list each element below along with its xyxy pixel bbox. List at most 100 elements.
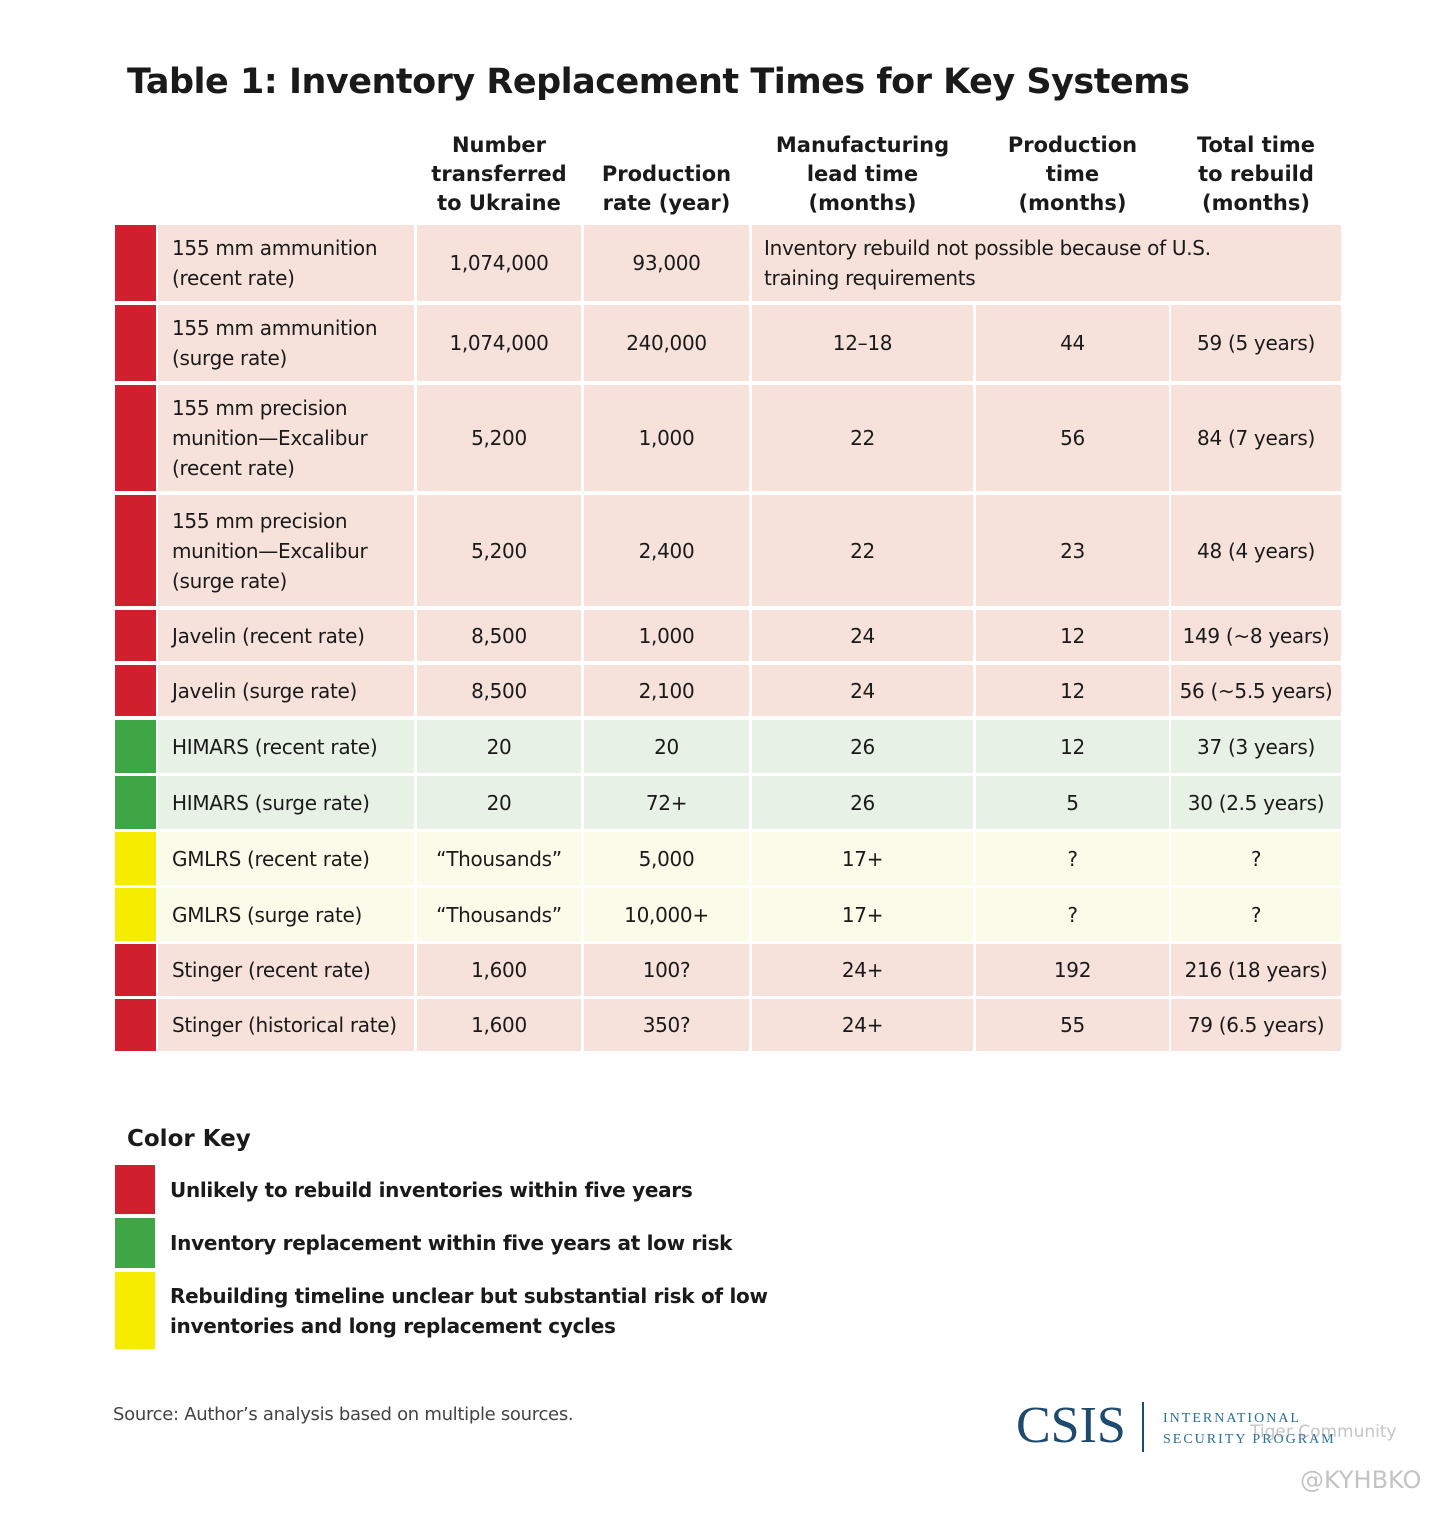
cell: 350?	[584, 999, 749, 1051]
cell: 48 (4 years)	[1171, 495, 1341, 606]
cell: 1,600	[417, 999, 581, 1051]
cell: ?	[976, 888, 1169, 941]
cell: 17+	[752, 832, 973, 885]
cell: 30 (2.5 years)	[1171, 776, 1341, 829]
watermark: Tiger Community	[1250, 1422, 1397, 1442]
cell: 2,400	[584, 495, 749, 606]
cell: 8,500	[417, 610, 581, 661]
cell: 149 (~8 years)	[1171, 610, 1341, 661]
row-name: 155 mm ammunition (surge rate)	[158, 305, 414, 381]
status-swatch	[115, 888, 156, 941]
title: Table 1: Inventory Replacement Times for…	[127, 62, 1190, 102]
cell: 192	[976, 944, 1169, 996]
cell: ?	[1171, 832, 1341, 885]
row-name: Stinger (historical rate)	[158, 999, 414, 1051]
row-name: HIMARS (recent rate)	[158, 720, 414, 773]
key-title: Color Key	[127, 1126, 251, 1152]
cell: 72+	[584, 776, 749, 829]
cell: 55	[976, 999, 1169, 1051]
cell: ?	[976, 832, 1169, 885]
logo-program: INTERNATIONAL SECURITY PROGRAM	[1163, 1411, 1336, 1447]
cell: 10,000+	[584, 888, 749, 941]
cell: 5,200	[417, 495, 581, 606]
cell: 22	[752, 495, 973, 606]
row-name: GMLRS (surge rate)	[158, 888, 414, 941]
status-swatch	[115, 225, 156, 301]
column-header: Manufacturing lead time (months)	[775, 133, 950, 215]
status-swatch	[115, 495, 156, 606]
column-header: Production time (months)	[1007, 133, 1138, 215]
cell: 24+	[752, 999, 973, 1051]
column-header: Production rate (year)	[601, 162, 732, 215]
cell: 8,500	[417, 665, 581, 716]
cell: 59 (5 years)	[1171, 305, 1341, 381]
column-header: Number transferred to Ukraine	[431, 133, 567, 215]
cell: 5,200	[417, 385, 581, 491]
row-name: 155 mm precision munition—Excalibur (sur…	[158, 495, 414, 606]
cell: 1,000	[584, 610, 749, 661]
cell: 22	[752, 385, 973, 491]
status-swatch	[115, 305, 156, 381]
status-swatch	[115, 610, 156, 661]
source: Source: Author’s analysis based on multi…	[113, 1404, 574, 1425]
row-note: Inventory rebuild not possible because o…	[752, 225, 1341, 301]
status-swatch	[115, 832, 156, 885]
cell: 24	[752, 665, 973, 716]
logo-name: CSIS	[1016, 1397, 1126, 1454]
key-label: Unlikely to rebuild inventories within f…	[170, 1177, 693, 1202]
cell: 216 (18 years)	[1171, 944, 1341, 996]
key-swatch	[115, 1272, 155, 1349]
cell: “Thousands”	[417, 888, 581, 941]
cell: 1,600	[417, 944, 581, 996]
watermark: @KYHBKO	[1300, 1466, 1422, 1494]
key-swatch	[115, 1218, 155, 1268]
key-swatch	[115, 1165, 155, 1214]
cell: 1,074,000	[417, 305, 581, 381]
cell: 93,000	[584, 225, 749, 301]
row-name: Javelin (surge rate)	[158, 665, 414, 716]
cell: 37 (3 years)	[1171, 720, 1341, 773]
row-name: HIMARS (surge rate)	[158, 776, 414, 829]
row-name: 155 mm ammunition (recent rate)	[158, 225, 414, 301]
cell: 1,000	[584, 385, 749, 491]
cell: 12	[976, 610, 1169, 661]
cell: ?	[1171, 888, 1341, 941]
status-swatch	[115, 999, 156, 1051]
cell: 24	[752, 610, 973, 661]
cell: 12	[976, 720, 1169, 773]
cell: 79 (6.5 years)	[1171, 999, 1341, 1051]
cell: 17+	[752, 888, 973, 941]
key-label: Inventory replacement within five years …	[170, 1231, 733, 1255]
cell: “Thousands”	[417, 832, 581, 885]
row-name: Stinger (recent rate)	[158, 944, 414, 996]
cell: 20	[417, 720, 581, 773]
cell: 20	[417, 776, 581, 829]
cell: 100?	[584, 944, 749, 996]
row-name: GMLRS (recent rate)	[158, 832, 414, 885]
status-swatch	[115, 720, 156, 773]
column-header: Total time to rebuild (months)	[1196, 133, 1316, 215]
cell: 2,100	[584, 665, 749, 716]
cell: 26	[752, 776, 973, 829]
cell: 23	[976, 495, 1169, 606]
cell: 56	[976, 385, 1169, 491]
cell: 12–18	[752, 305, 973, 381]
status-swatch	[115, 776, 156, 829]
key-label: Rebuilding timeline unclear but substant…	[170, 1283, 768, 1338]
cell: 1,074,000	[417, 225, 581, 301]
cell: 24+	[752, 944, 973, 996]
cell: 26	[752, 720, 973, 773]
cell: 44	[976, 305, 1169, 381]
cell: 56 (~5.5 years)	[1171, 665, 1341, 716]
cell: 5	[976, 776, 1169, 829]
status-swatch	[115, 944, 156, 996]
logo-divider	[1142, 1402, 1144, 1452]
row-name: Javelin (recent rate)	[158, 610, 414, 661]
status-swatch	[115, 385, 156, 491]
row-name: 155 mm precision munition—Excalibur (rec…	[158, 385, 414, 491]
cell: 84 (7 years)	[1171, 385, 1341, 491]
cell: 5,000	[584, 832, 749, 885]
status-swatch	[115, 665, 156, 716]
cell: 20	[584, 720, 749, 773]
